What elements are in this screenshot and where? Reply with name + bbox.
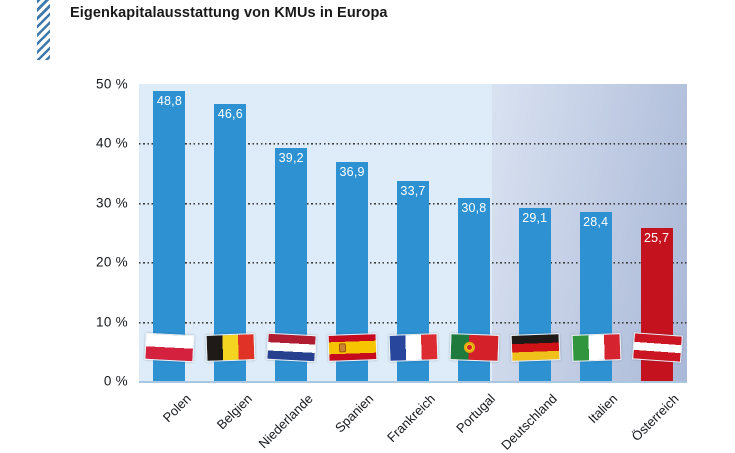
chart-title: Eigenkapitalausstattung von KMUs in Euro… <box>70 5 388 21</box>
bar-slot-frankreich: 33,7 <box>383 84 444 381</box>
x-axis-label-italien: Italien <box>585 391 621 427</box>
x-axis-label-deutschland: Deutschland <box>497 391 560 453</box>
bar-slot-spanien: 36,9 <box>322 84 383 381</box>
x-axis-label-frankreich: Frankreich <box>383 391 438 446</box>
bar-value-label: 29,1 <box>522 211 548 226</box>
portugal-coat-of-arms-icon <box>463 341 475 354</box>
gridline-40-percent <box>139 143 687 146</box>
bar-slot-italien: 28,4 <box>565 84 626 381</box>
x-axis-label-spanien: Spanien <box>332 391 377 436</box>
x-axis-label-belgien: Belgien <box>213 391 255 433</box>
bar-slot-polen: 48,8 <box>139 84 200 381</box>
flag-spain-icon <box>327 333 378 362</box>
y-axis-tick-label: 50 % <box>96 76 128 92</box>
spain-coat-of-arms-icon <box>339 343 347 353</box>
bar-value-label: 48,8 <box>156 94 182 109</box>
x-axis-label-österreich: Österreich <box>628 391 682 445</box>
y-axis-tick-label: 0 % <box>103 373 128 389</box>
flag-germany-icon <box>510 333 561 362</box>
plot-area: 48,8 46,6 39,2 36,9 33,7 30,8 29,1 28,4 25,7 <box>139 84 687 383</box>
bar-slot-österreich: 25,7 <box>626 84 687 381</box>
hatch-stripe-decoration <box>37 0 50 60</box>
bar-slot-deutschland: 29,1 <box>504 84 565 381</box>
flag-portugal-icon <box>449 333 500 362</box>
x-axis-line <box>139 381 687 383</box>
flag-italy-icon <box>571 333 622 362</box>
y-axis-tick-label: 40 % <box>96 135 128 151</box>
bar-slot-niederlande: 39,2 <box>261 84 322 381</box>
y-axis-tick-label: 20 % <box>96 254 128 270</box>
bar-value-label: 39,2 <box>278 151 304 166</box>
bar-slot-portugal: 30,8 <box>443 84 504 381</box>
bar-series: 48,8 46,6 39,2 36,9 33,7 30,8 29,1 28,4 25,7 <box>139 84 687 381</box>
x-axis: Polen Belgien Niederlande Spanien Frankreich… <box>139 387 687 453</box>
bar-value-label: 33,7 <box>400 183 426 198</box>
flag-belgium-icon <box>205 333 256 362</box>
x-axis-label-portugal: Portugal <box>453 391 499 436</box>
bar-polen: 48,8 <box>153 91 186 381</box>
bar-value-label: 36,9 <box>339 164 365 179</box>
flag-france-icon <box>388 333 439 362</box>
y-axis-tick-label: 30 % <box>96 195 128 211</box>
bar-value-label: 28,4 <box>583 215 609 230</box>
flag-netherlands-icon <box>266 332 317 363</box>
y-axis-tick-label: 10 % <box>96 314 128 330</box>
bar-slot-belgien: 46,6 <box>200 84 261 381</box>
bar-value-label: 46,6 <box>217 107 243 122</box>
flag-poland-icon <box>144 332 196 363</box>
infographic: { "chart_data": { "type": "bar", "title"… <box>0 0 735 414</box>
x-axis-label-polen: Polen <box>159 391 195 426</box>
y-axis: 0 % 10 % 20 % 30 % 40 % 50 % <box>0 77 128 389</box>
x-axis-label-niederlande: Niederlande <box>255 391 316 452</box>
bar-value-label: 25,7 <box>643 231 670 246</box>
flag-austria-icon <box>631 332 683 363</box>
bar-value-label: 30,8 <box>461 201 487 216</box>
